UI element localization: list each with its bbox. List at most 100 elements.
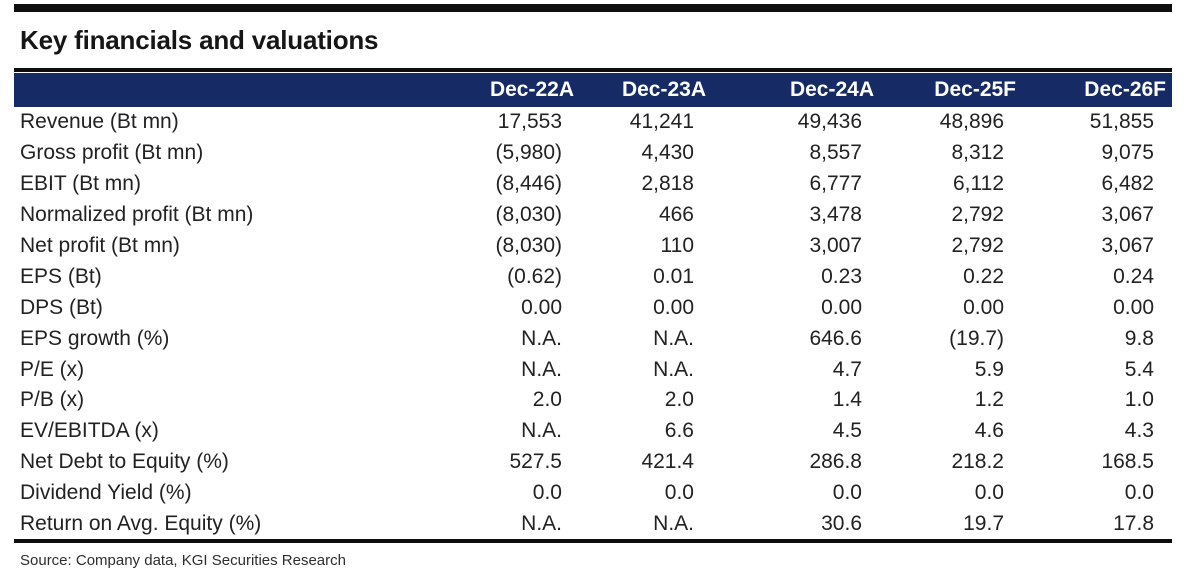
table-cell: 6,112 <box>953 172 1004 196</box>
table-cell: 4.3 <box>1124 419 1154 443</box>
table-row: Net profit (Bt mn) (8,030) 110 3,007 2,792 3… <box>14 231 1172 262</box>
table-cell: 1.4 <box>832 388 862 412</box>
table-cell: 646.6 <box>809 326 862 350</box>
row-label: Dividend Yield (%) <box>20 481 192 505</box>
table-cell: 527.5 <box>509 450 562 474</box>
table-cell: 0.01 <box>653 264 694 288</box>
page-title: Key financials and valuations <box>20 25 379 55</box>
table-cell: 0.00 <box>963 295 1004 319</box>
column-header-dec-26f: Dec-26F <box>1084 78 1166 101</box>
table-cell: 17.8 <box>1113 512 1154 536</box>
table-cell: 0.0 <box>532 481 562 505</box>
table-cell: 3,478 <box>809 203 862 227</box>
table-cell: 9.8 <box>1124 326 1154 350</box>
table-row: Dividend Yield (%) 0.0 0.0 0.0 0.0 0.0 <box>14 478 1172 509</box>
table-cell: (0.62) <box>507 264 562 288</box>
table-cell: 286.8 <box>809 450 862 474</box>
key-financials-table: Dec-22A Dec-23A Dec-24A Dec-25F Dec-26F … <box>14 68 1172 544</box>
table-cell: 0.0 <box>832 481 862 505</box>
table-row: EPS growth (%) N.A. N.A. 646.6 (19.7) 9.8 <box>14 323 1172 354</box>
table-cell: (8,030) <box>495 234 562 257</box>
table-cell: 0.0 <box>1124 481 1154 505</box>
table-cell: 0.23 <box>821 264 862 288</box>
table-row: P/B (x) 2.0 2.0 1.4 1.2 1.0 <box>14 385 1172 416</box>
table-cell: 0.0 <box>664 481 694 505</box>
table-cell: N.A. <box>653 326 694 350</box>
table-cell: 110 <box>660 234 694 257</box>
table-cell: 1.0 <box>1124 388 1154 412</box>
table-cell: 2.0 <box>664 388 694 412</box>
table-cell: 4.7 <box>832 357 862 381</box>
table-row: P/E (x) N.A. N.A. 4.7 5.9 5.4 <box>14 354 1172 385</box>
row-label: P/E (x) <box>20 357 85 381</box>
table-cell: 41,241 <box>629 110 694 134</box>
table-row: Net Debt to Equity (%) 527.5 421.4 286.8 21… <box>14 447 1172 478</box>
row-label: Normalized profit (Bt mn) <box>20 203 254 227</box>
table-row: Gross profit (Bt mn) (5,980) 4,430 8,557 8,… <box>14 138 1172 169</box>
table-cell: N.A. <box>521 357 562 381</box>
table-cell: N.A. <box>521 512 562 536</box>
table-cell: 4.5 <box>832 419 862 443</box>
table-cell: (8,446) <box>495 172 562 196</box>
table-cell: 2,792 <box>951 234 1004 257</box>
row-label: EBIT (Bt mn) <box>20 172 141 196</box>
table-cell: 1.2 <box>974 388 1004 412</box>
table-cell: 0.00 <box>821 295 862 319</box>
table-cell: (5,980) <box>495 141 562 165</box>
table-cell: 51,855 <box>1089 110 1154 134</box>
row-label: EPS growth (%) <box>20 326 170 350</box>
table-cell: 0.0 <box>974 481 1004 505</box>
table-cell: 6,777 <box>809 172 862 196</box>
table-cell: 9,075 <box>1101 141 1154 165</box>
table-row: EBIT (Bt mn) (8,446) 2,818 6,777 6,112 6,482 <box>14 169 1172 200</box>
table-cell: 17,553 <box>497 110 562 134</box>
table-cell: 4.6 <box>974 419 1004 443</box>
table-row: Revenue (Bt mn) 17,553 41,241 49,436 48,896… <box>14 107 1172 138</box>
row-label: DPS (Bt) <box>20 295 103 319</box>
table-row: DPS (Bt) 0.00 0.00 0.00 0.00 0.00 <box>14 292 1172 323</box>
table-cell: (19.7) <box>949 326 1004 350</box>
column-header-dec-23a: Dec-23A <box>621 78 706 101</box>
table-cell: 466 <box>658 203 694 227</box>
table-cell: 168.5 <box>1101 450 1154 474</box>
table-cell: (8,030) <box>495 203 562 227</box>
table-cell: 0.00 <box>521 295 562 319</box>
report-section: Key financials and valuations Dec-22A De… <box>14 4 1172 570</box>
table-row: Normalized profit (Bt mn) (8,030) 466 3,47… <box>14 200 1172 231</box>
table-cell: 218.2 <box>951 450 1004 474</box>
table-body: Revenue (Bt mn) 17,553 41,241 49,436 48,896… <box>14 107 1172 539</box>
table-cell: 30.6 <box>821 512 862 536</box>
column-header-dec-25f: Dec-25F <box>934 78 1016 101</box>
table-cell: 4,430 <box>641 141 694 165</box>
table-cell: 8,557 <box>809 141 862 165</box>
table-row: EPS (Bt) (0.62) 0.01 0.23 0.22 0.24 <box>14 261 1172 292</box>
table-cell: 5.4 <box>1124 357 1154 381</box>
table-cell: 2,792 <box>951 203 1004 227</box>
table-cell: 0.24 <box>1113 264 1154 288</box>
row-label: EPS (Bt) <box>20 264 102 288</box>
table-cell: 0.00 <box>653 295 694 319</box>
table-cell: 49,436 <box>797 110 862 134</box>
row-label: Revenue (Bt mn) <box>20 110 179 134</box>
table-cell: 6.6 <box>664 419 694 443</box>
column-header-dec-22a: Dec-22A <box>489 78 574 101</box>
row-label: EV/EBITDA (x) <box>20 419 159 443</box>
table-cell: 2.0 <box>532 388 562 412</box>
row-label: Return on Avg. Equity (%) <box>20 512 262 536</box>
table-cell: N.A. <box>653 357 694 381</box>
table-cell: N.A. <box>521 326 562 350</box>
source-note: Source: Company data, KGI Securities Res… <box>20 552 346 570</box>
table-cell: 0.22 <box>963 264 1004 288</box>
table-cell: 3,007 <box>809 234 862 257</box>
row-label: Net Debt to Equity (%) <box>20 450 229 474</box>
table-row: EV/EBITDA (x) N.A. 6.6 4.5 4.6 4.3 <box>14 416 1172 447</box>
table-header-row: Dec-22A Dec-23A Dec-24A Dec-25F Dec-26F <box>14 73 1172 107</box>
table-cell: 2,818 <box>641 172 694 196</box>
table-row: Return on Avg. Equity (%) N.A. N.A. 30.6 19… <box>14 509 1172 540</box>
table-cell: 0.00 <box>1113 295 1154 319</box>
table-cell: N.A. <box>653 512 694 536</box>
table-cell: 48,896 <box>939 110 1004 134</box>
table-cell: N.A. <box>521 419 562 443</box>
top-divider <box>14 4 1172 12</box>
column-header-dec-24a: Dec-24A <box>789 78 874 101</box>
